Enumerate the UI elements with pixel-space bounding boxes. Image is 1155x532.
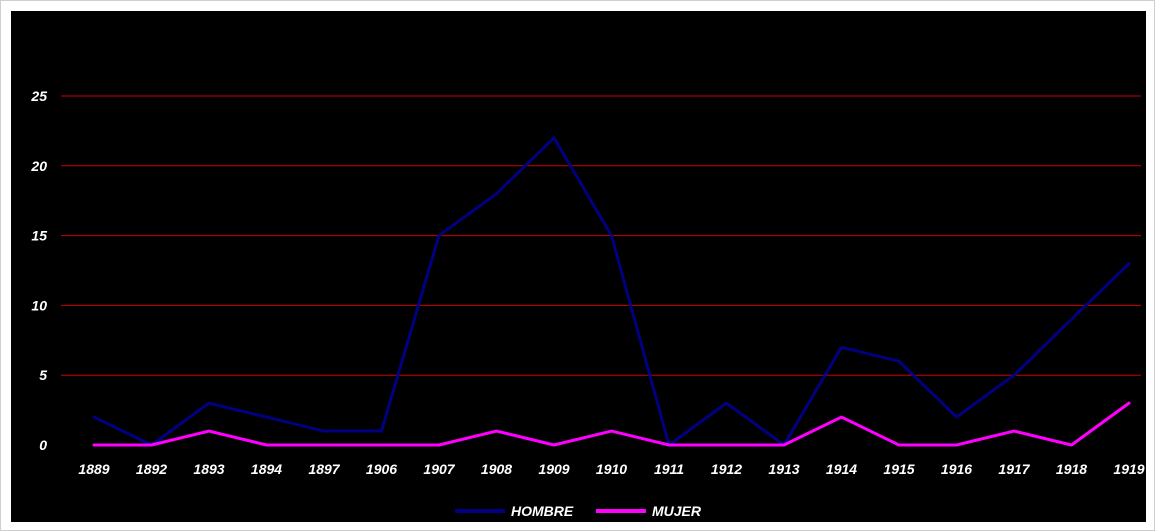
y-tick-label: 0 (39, 437, 47, 453)
series-lines (92, 136, 1131, 447)
legend-label-hombre: HOMBRE (511, 503, 574, 519)
y-tick-label: 5 (39, 367, 47, 383)
y-tick-label: 10 (31, 297, 47, 313)
y-axis-ticks: 0 5 10 15 20 25 (30, 88, 47, 453)
x-tick-label: 1913 (768, 461, 799, 477)
chart-background (11, 11, 1146, 522)
x-tick-label: 1894 (251, 461, 282, 477)
x-tick-label: 1908 (481, 461, 512, 477)
grid-lines (61, 95, 1141, 376)
x-tick-label: 1909 (538, 461, 569, 477)
x-tick-label: 1915 (883, 461, 914, 477)
x-tick-label: 1892 (136, 461, 167, 477)
x-tick-label: 1919 (1113, 461, 1144, 477)
y-tick-label: 25 (30, 88, 47, 104)
x-tick-label: 1906 (366, 461, 397, 477)
x-tick-label: 1911 (654, 461, 684, 477)
x-tick-label: 1907 (423, 461, 455, 477)
x-tick-label: 1897 (308, 461, 340, 477)
x-tick-label: 1889 (78, 461, 109, 477)
series-line-hombre (92, 136, 1131, 447)
x-tick-label: 1912 (711, 461, 742, 477)
x-tick-label: 1893 (193, 461, 224, 477)
x-tick-label: 1914 (826, 461, 857, 477)
y-tick-label: 15 (31, 228, 47, 244)
legend: HOMBRE MUJER (455, 503, 702, 519)
legend-label-mujer: MUJER (652, 503, 702, 519)
x-tick-label: 1916 (941, 461, 972, 477)
x-tick-label: 1918 (1056, 461, 1087, 477)
x-tick-label: 1910 (596, 461, 627, 477)
y-tick-label: 20 (30, 158, 47, 174)
x-axis-ticks: 1889 1892 1893 1894 1897 1906 1907 1908 1909 1910… (78, 461, 1144, 477)
x-tick-label: 1917 (998, 461, 1030, 477)
series-line-mujer (92, 401, 1131, 447)
